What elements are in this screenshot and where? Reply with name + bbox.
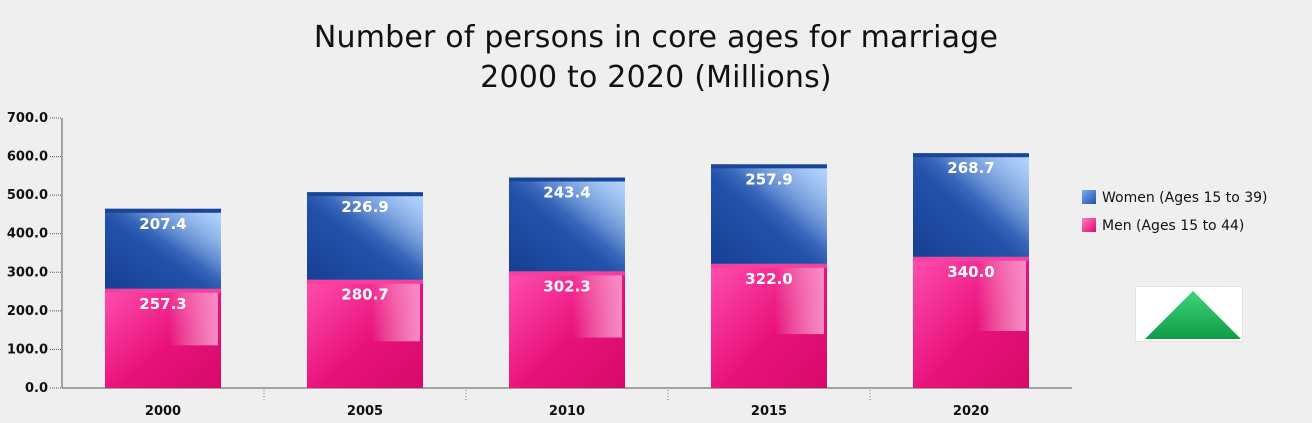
x-tick-label: 2015 xyxy=(751,404,787,419)
legend-label-women: Women (Ages 15 to 39) xyxy=(1102,190,1268,206)
data-label-women: 243.4 xyxy=(543,184,590,202)
data-label-men: 302.3 xyxy=(543,277,590,295)
data-label-women: 207.4 xyxy=(139,215,186,233)
y-tick-label: 400.0 xyxy=(7,227,48,242)
x-tick-label: 2005 xyxy=(347,404,383,419)
bar-women-highlight xyxy=(913,153,1029,257)
bar-men-top-edge xyxy=(509,271,625,276)
legend-swatch-men xyxy=(1082,218,1096,232)
legend-item-men[interactable]: Men (Ages 15 to 44) xyxy=(1082,218,1244,234)
x-tick-label: 2020 xyxy=(953,404,989,419)
bar-women-highlight xyxy=(509,177,625,272)
scroll-up-button[interactable] xyxy=(1135,286,1243,342)
bar-men-highlight xyxy=(168,290,218,346)
bar-women-highlight xyxy=(711,164,827,264)
bar-women-top-edge xyxy=(711,164,827,169)
data-label-women: 268.7 xyxy=(947,159,994,177)
bar-women-top-edge xyxy=(509,177,625,182)
chart-title: Number of persons in core ages for marri… xyxy=(313,20,999,55)
y-tick-label: 500.0 xyxy=(7,188,48,203)
data-label-men: 322.0 xyxy=(745,270,792,288)
bar-women-top-edge xyxy=(105,208,221,213)
bar-men-top-edge xyxy=(105,288,221,293)
bar-men-top-edge xyxy=(307,279,423,284)
x-tick-label: 2010 xyxy=(549,404,585,419)
y-tick-label: 0.0 xyxy=(25,381,48,396)
bar-men-highlight xyxy=(572,273,622,338)
y-tick-label: 700.0 xyxy=(7,111,48,126)
data-label-men: 257.3 xyxy=(139,295,186,313)
legend-item-women[interactable]: Women (Ages 15 to 39) xyxy=(1082,190,1268,206)
bar-men-top-edge xyxy=(913,256,1029,261)
bar-women-top-edge xyxy=(913,153,1029,158)
data-label-men: 280.7 xyxy=(341,286,388,304)
y-tick-label: 200.0 xyxy=(7,304,48,319)
legend-swatch-women xyxy=(1082,190,1096,204)
data-label-women: 257.9 xyxy=(745,170,792,188)
bar-men-highlight xyxy=(774,265,824,335)
bar-men-top-edge xyxy=(711,263,827,268)
y-tick-label: 600.0 xyxy=(7,150,48,165)
y-tick-label: 100.0 xyxy=(7,342,48,357)
bar-men-highlight xyxy=(976,258,1026,331)
y-tick-label: 300.0 xyxy=(7,265,48,280)
bar-women-top-edge xyxy=(307,192,423,197)
chart-subtitle: 2000 to 2020 (Millions) xyxy=(480,60,832,95)
data-label-women: 226.9 xyxy=(341,198,388,216)
bar-women-highlight xyxy=(105,208,221,289)
x-tick-label: 2000 xyxy=(145,404,181,419)
bar-women-highlight xyxy=(307,192,423,280)
up-triangle-icon xyxy=(1145,291,1241,339)
data-label-men: 340.0 xyxy=(947,263,994,281)
bar-men-highlight xyxy=(370,281,420,342)
legend-label-men: Men (Ages 15 to 44) xyxy=(1102,218,1245,234)
